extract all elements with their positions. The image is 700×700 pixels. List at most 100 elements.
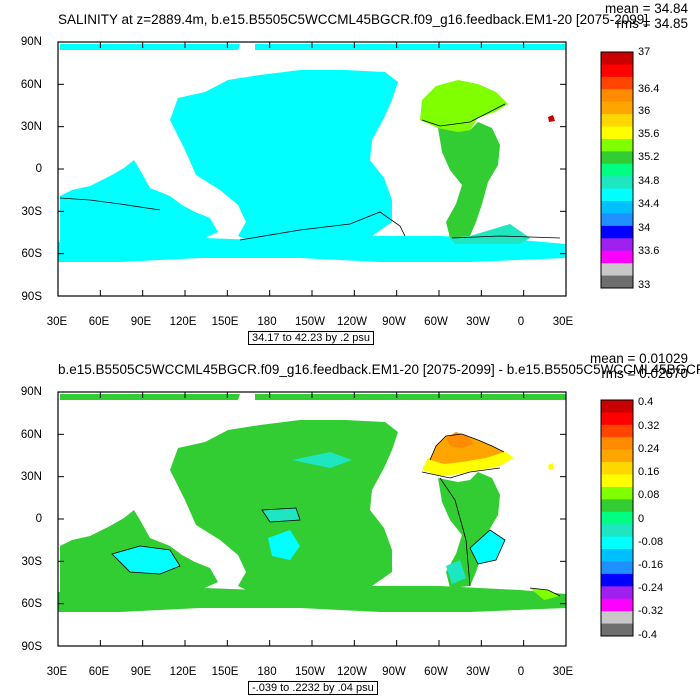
- colorbar-swatch: [601, 263, 633, 277]
- panel2-neg-patch: [446, 560, 466, 584]
- panel1-xtick: 60W: [424, 316, 448, 328]
- panel2-ytick: 30N: [20, 471, 42, 483]
- panel1-ytick: 90N: [20, 36, 42, 48]
- panel1-xtick: 120W: [336, 316, 368, 328]
- colorbar-swatch: [601, 549, 633, 562]
- panel1-xtick: 90W: [382, 316, 406, 328]
- panel2-xtick: 60W: [424, 666, 448, 678]
- panel2-arctic-strip-east: [255, 394, 566, 400]
- panel1-xtick: 150E: [211, 316, 239, 328]
- colorbar-swatch: [601, 586, 633, 600]
- panel2-neg-patch: [112, 546, 180, 574]
- panel2-arctic-strip: [60, 394, 240, 400]
- panel1-colorbar-label: 35.2: [638, 151, 660, 163]
- colorbar-swatch: [601, 598, 633, 612]
- panel1-atlantic-north: [420, 80, 508, 132]
- panel1-colorbar-label: 33: [638, 279, 651, 291]
- panel1-pacific-ocean: [170, 70, 398, 245]
- panel2-range-note: -.039 to .2232 by .04 psu: [248, 681, 378, 695]
- panel1-ytick: 0: [35, 163, 42, 175]
- colorbar-frame: [600, 399, 634, 637]
- panel1-med-spot: [548, 115, 555, 122]
- colorbar-swatch: [601, 561, 633, 575]
- colorbar-swatch: [601, 474, 633, 488]
- panel1-colorbar-label: 34.8: [638, 175, 660, 187]
- panel2-ytick: 0: [35, 513, 42, 525]
- panel1-southern-ocean: [58, 236, 566, 262]
- panel1-xtick: 30E: [552, 316, 574, 328]
- panel1-xtick: 0: [517, 316, 525, 328]
- panel2-mean: mean = 0.01029: [590, 351, 688, 366]
- colorbar-swatch: [601, 52, 633, 65]
- colorbar-swatch: [601, 151, 633, 165]
- panel1-arctic-strip-east: [255, 44, 566, 50]
- panel1-arctic-strip: [60, 44, 240, 50]
- colorbar-swatch: [601, 188, 633, 202]
- panel2-map: [57, 391, 567, 647]
- panel1-atlantic-mid: [438, 122, 500, 238]
- colorbar-swatch: [601, 114, 633, 128]
- panel2-neg-patch: [262, 508, 300, 522]
- panel1-xtick: 90E: [130, 316, 152, 328]
- panel2-neg-patch: [292, 452, 352, 468]
- panel1-map: [57, 41, 567, 297]
- panel1-rms: rms = 34.85: [616, 16, 688, 31]
- panel2-southern-ocean: [58, 586, 566, 612]
- panel2-xtick: 60E: [88, 666, 110, 678]
- panel2-xtick: 30E: [552, 666, 574, 678]
- colorbar-swatch: [601, 89, 633, 103]
- colorbar-swatch: [601, 275, 633, 289]
- colorbar-swatch: [601, 176, 633, 190]
- panel2-contour: [111, 433, 561, 597]
- panel1-range-note: 34.17 to 42.23 by .2 psu: [248, 331, 375, 345]
- panel1-xtick: 150W: [294, 316, 326, 328]
- panel2-ytick: 90S: [21, 641, 42, 653]
- colorbar-swatch: [601, 201, 633, 214]
- panel2-colorbar-label: 0.24: [638, 443, 660, 455]
- panel1-xtick: 120E: [169, 316, 197, 328]
- colorbar-frame: [600, 51, 634, 289]
- colorbar-swatch: [601, 524, 633, 538]
- colorbar-swatch: [601, 250, 633, 264]
- colorbar-swatch: [601, 449, 633, 463]
- panel1-title: SALINITY at z=2889.4m, b.e15.B5505C5WCCM…: [58, 12, 648, 27]
- panel2-xtick: 30E: [46, 666, 68, 678]
- colorbar-swatch: [601, 238, 633, 252]
- panel2-atlantic-mid: [438, 472, 500, 588]
- tick-marks: [57, 41, 567, 647]
- panel2-xtick: 150W: [294, 666, 326, 678]
- panel2-ytick: 90N: [20, 386, 42, 398]
- panel2-colorbar-label: 0.08: [638, 489, 660, 501]
- panel2-xtick: 120W: [336, 666, 368, 678]
- panel1-ytick: 90S: [21, 291, 42, 303]
- panel2-title: b.e15.B5505C5WCCML45BGCR.f09_g16.feedbac…: [58, 362, 700, 377]
- colorbar-swatch: [601, 486, 633, 500]
- colorbar-swatch: [601, 64, 633, 78]
- panel2-neg-patch: [470, 530, 505, 564]
- panel1-ytick: 30N: [20, 121, 42, 133]
- panel1-ytick: 60N: [20, 79, 42, 91]
- panel1-colorbar-label: 34: [638, 222, 651, 234]
- panel1-mean: mean = 34.84: [605, 1, 688, 16]
- panel2-xtick: 90E: [130, 666, 152, 678]
- panel2-colorbar-label: -0.32: [638, 605, 664, 617]
- colorbar-swatch: [601, 536, 633, 550]
- panel2-neg-patch: [268, 530, 300, 560]
- panel2-colorbar-label: 0.32: [638, 420, 660, 432]
- panel1-atlantic-south: [450, 224, 530, 244]
- colorbar-swatch: [601, 424, 633, 438]
- panel2-colorbar-label: 0.16: [638, 466, 660, 478]
- colorbar-swatch: [601, 499, 633, 513]
- colorbars: [600, 51, 634, 637]
- panel1-colorbar-label: 35.6: [638, 128, 660, 140]
- panel2-colorbar-label: -0.08: [638, 536, 664, 548]
- colorbar-swatch: [601, 611, 633, 625]
- panel2-colorbar-label: -0.16: [638, 559, 664, 571]
- panel1-colorbar-label: 34.4: [638, 198, 660, 210]
- panel1-colorbar-label: 36: [638, 105, 651, 117]
- colorbar-swatch: [601, 437, 633, 451]
- panel1-colorbar-label: 37: [638, 46, 651, 58]
- colorbar-swatch: [601, 573, 633, 587]
- panel2-rms: rms = 0.02670: [601, 366, 688, 381]
